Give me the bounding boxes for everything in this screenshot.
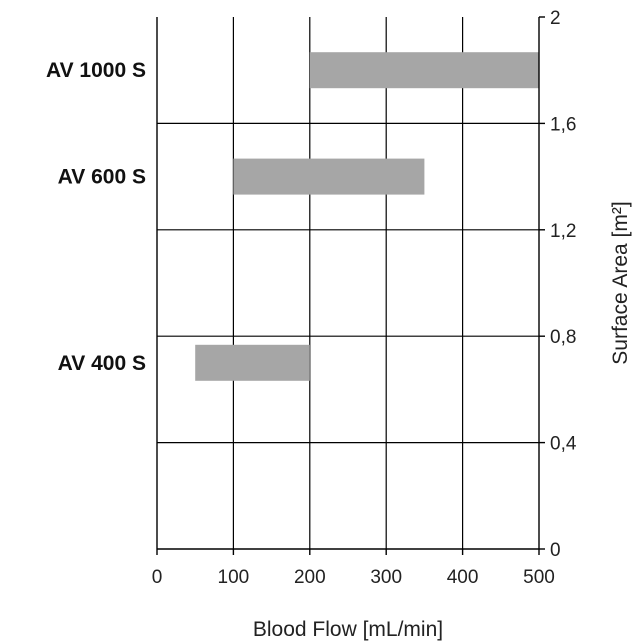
grid <box>157 17 539 549</box>
x-tick-label: 100 <box>218 567 250 588</box>
y-tick-label: 0,4 <box>550 434 577 455</box>
category-label-2: AV 400 S <box>58 352 146 375</box>
range-bar-1 <box>233 158 425 195</box>
y-axis-label: Surface Area [m²] <box>609 201 632 364</box>
bars <box>195 52 539 381</box>
x-tick-label: 300 <box>370 567 402 588</box>
axes <box>156 16 545 555</box>
x-tick-label: 400 <box>447 567 479 588</box>
y-tick-label: 2 <box>550 8 561 29</box>
x-tick-label: 0 <box>152 567 163 588</box>
y-tick-label: 0 <box>550 540 561 561</box>
category-label-1: AV 600 S <box>58 166 146 189</box>
y-tick-label: 1,6 <box>550 114 576 135</box>
range-bar-0 <box>309 52 539 89</box>
y-tick-label: 0,8 <box>550 327 576 348</box>
y-tick-label: 1,2 <box>550 221 576 242</box>
labels: AV 1000 S AV 600 S AV 400 S 0 100 200 300 400 50… <box>46 8 577 588</box>
range-bar-2 <box>195 344 310 381</box>
x-tick-label: 500 <box>523 567 555 588</box>
x-tick-label: 200 <box>294 567 326 588</box>
category-label-0: AV 1000 S <box>46 59 146 82</box>
x-axis-label: Blood Flow [mL/min] <box>253 618 443 641</box>
